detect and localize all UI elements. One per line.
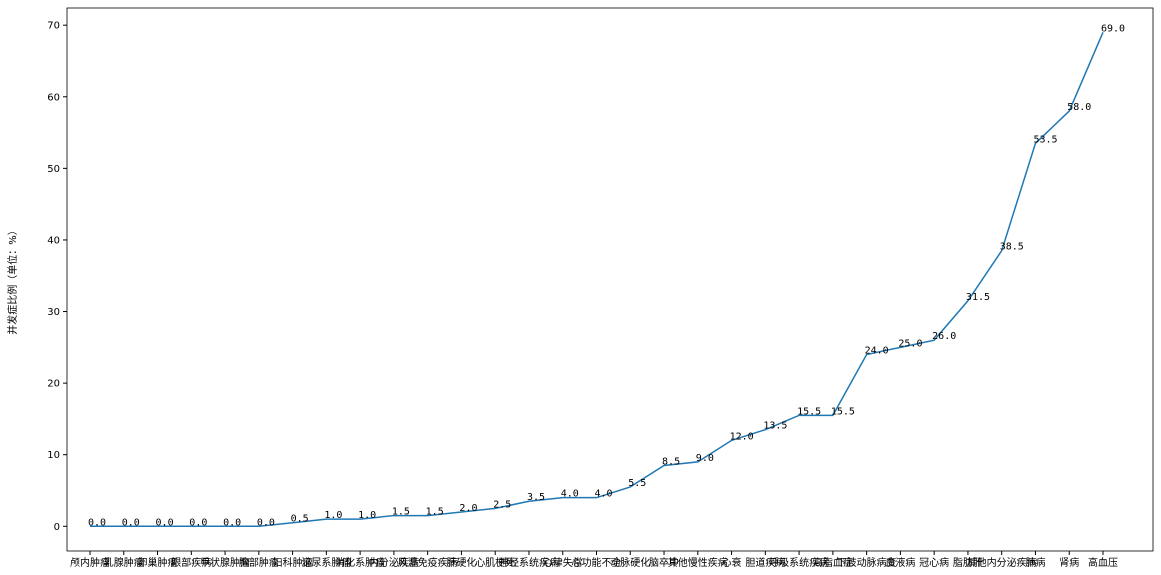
y-tick-label: 30 (47, 307, 60, 318)
plot-frame (66, 7, 1154, 552)
data-label: 0.0 (223, 517, 241, 528)
data-label: 24.0 (865, 345, 889, 356)
data-label: 1.5 (426, 507, 444, 518)
data-label: 1.5 (392, 507, 410, 518)
data-label: 0.0 (189, 517, 207, 528)
x-tick-label: 肺病 (1025, 556, 1045, 569)
x-tick-label: 高脂血症 (813, 556, 853, 569)
x-tick-label: 心肌梗死 (475, 556, 515, 569)
x-tick-label: 乳腺肿瘤 (104, 556, 144, 569)
data-label: 0.5 (291, 514, 309, 525)
x-tick-label: 泌尿系肿瘤 (301, 556, 351, 569)
data-label: 0.0 (88, 517, 106, 528)
data-label: 26.0 (932, 331, 956, 342)
x-tick-label: 其他内分泌疾病 (967, 556, 1037, 569)
data-label: 0.0 (156, 517, 174, 528)
data-label: 25.0 (898, 338, 922, 349)
x-tick-label: 甲状腺肿瘤 (200, 556, 250, 569)
x-tick-label: 胸部肿瘤 (239, 556, 279, 569)
x-tick-label: 脂肪肝 (953, 556, 983, 569)
x-tick-label: 心衰 (722, 556, 742, 569)
y-tick-label: 20 (47, 379, 60, 390)
data-label: 0.0 (122, 517, 140, 528)
y-tick-label: 70 (47, 21, 60, 32)
data-label: 31.5 (966, 292, 990, 303)
data-label: 58.0 (1067, 102, 1091, 113)
data-label: 9.0 (696, 453, 714, 464)
y-tick-label: 10 (47, 450, 60, 461)
x-tick-label: 颅内肿瘤 (70, 556, 110, 569)
data-label: 2.5 (493, 499, 511, 510)
x-tick-label: 卵巢肿瘤 (138, 556, 178, 569)
data-label: 2.0 (459, 503, 477, 514)
data-label: 4.0 (595, 489, 613, 500)
y-axis-label: 并发症比例（单位：%） (6, 225, 19, 335)
x-tick-label: 心律失常 (543, 556, 583, 569)
x-tick-label: 胆道疾病 (745, 556, 785, 569)
data-label: 0.0 (257, 517, 275, 528)
data-label: 69.0 (1101, 23, 1125, 34)
data-label: 5.5 (628, 478, 646, 489)
x-tick-label: 肾病 (1059, 556, 1079, 569)
data-label: 15.5 (797, 406, 821, 417)
x-tick-label: 肝硬化 (446, 556, 476, 569)
x-tick-label: 呼吸系统疾病 (769, 556, 829, 569)
x-tick-label: 其他慢性疾病 (668, 556, 728, 569)
y-tick-label: 50 (47, 164, 60, 175)
x-tick-label: 脑卒中 (649, 556, 679, 569)
y-tick-label: 40 (47, 235, 60, 246)
x-tick-label: 风湿免疫疾病 (398, 556, 458, 569)
x-tick-label: 冠心病 (919, 556, 949, 569)
x-tick-label: 高血压 (1088, 556, 1118, 569)
x-tick-label: 下肢动脉病变 (837, 556, 897, 569)
y-tick-label: 60 (47, 92, 60, 103)
data-label: 1.0 (324, 510, 342, 521)
data-label: 3.5 (527, 492, 545, 503)
x-tick-label: 心功能不全 (572, 556, 622, 569)
x-tick-label: 动脉硬化 (610, 556, 650, 569)
x-tick-label: 妇科肿瘤 (273, 556, 313, 569)
data-label: 12.0 (730, 431, 754, 442)
y-tick-label: 0 (54, 522, 60, 533)
data-label: 15.5 (831, 406, 855, 417)
x-tick-label: 血液病 (885, 556, 915, 569)
x-tick-label: 消化系肿瘤 (335, 556, 385, 569)
x-tick-label: 神经系统疾病 (499, 556, 559, 569)
x-tick-label: 内分泌疾病 (369, 556, 419, 569)
data-label: 4.0 (561, 489, 579, 500)
data-label: 1.0 (358, 510, 376, 521)
data-label: 13.5 (763, 421, 787, 432)
x-tick-label: 眼部疾病 (171, 556, 211, 569)
line (90, 32, 1104, 528)
data-label: 53.5 (1033, 134, 1057, 145)
data-label: 38.5 (1000, 242, 1024, 253)
data-label: 8.5 (662, 456, 680, 467)
